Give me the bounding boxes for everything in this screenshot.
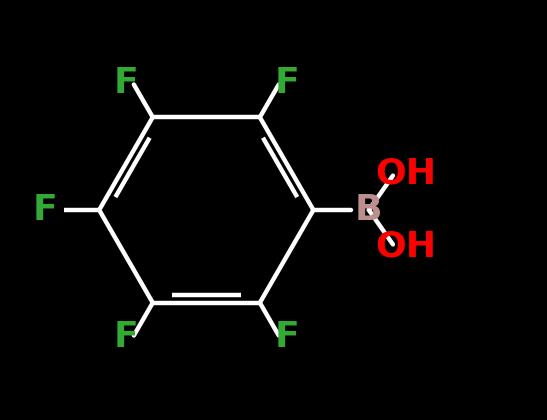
Text: OH: OH [376,157,437,191]
Text: F: F [275,320,299,354]
Text: F: F [113,66,138,100]
Text: F: F [113,320,138,354]
Text: F: F [33,193,58,227]
Text: OH: OH [376,229,437,263]
Text: F: F [275,66,299,100]
Text: B: B [355,193,382,227]
